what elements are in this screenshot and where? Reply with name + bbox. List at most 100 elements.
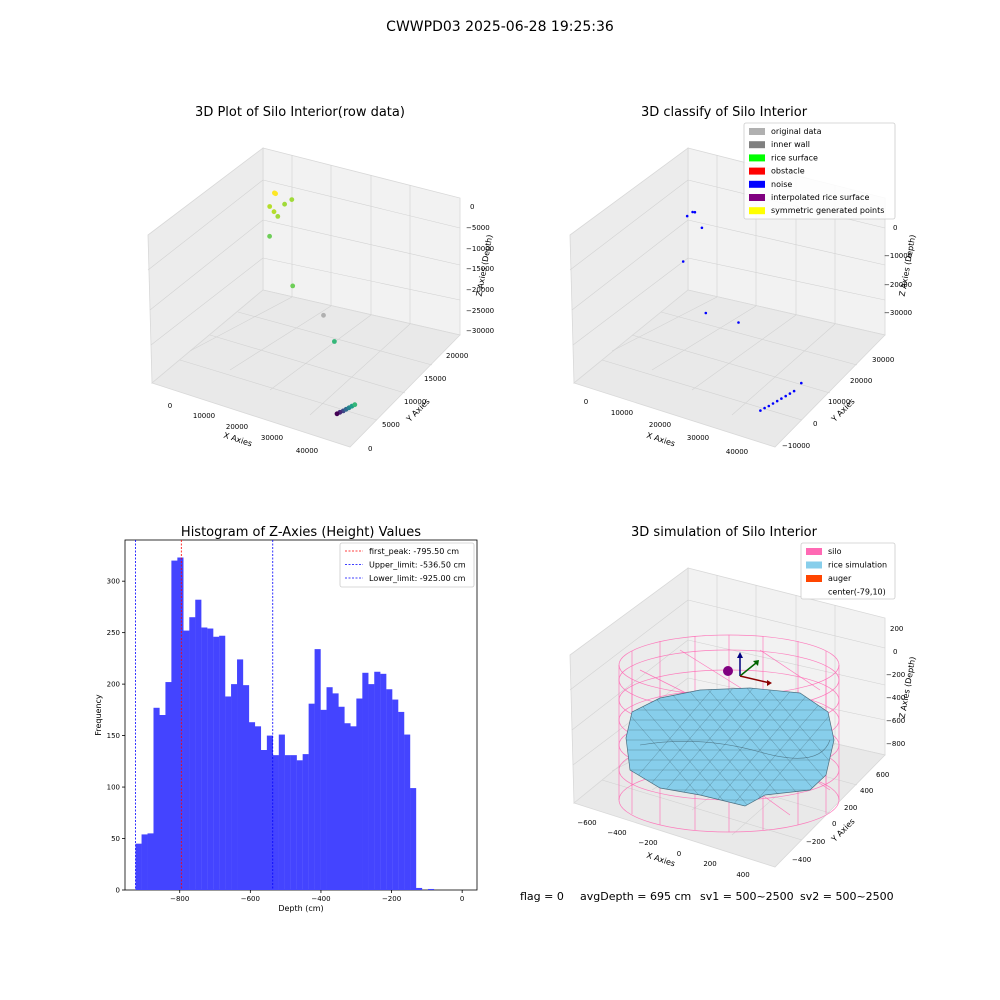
- z-tick: −20000: [884, 281, 912, 289]
- x-tick: −400: [311, 895, 330, 903]
- legend-item: first_peak: -795.50 cm: [345, 547, 459, 556]
- x-axis-label: X Axies: [222, 431, 253, 449]
- auger-marker: [723, 666, 733, 676]
- x-axis-label: X Axies: [645, 431, 676, 449]
- y-tick: 10000: [828, 398, 850, 406]
- histogram-bar: [314, 649, 321, 890]
- legend-label: rice simulation: [828, 561, 887, 570]
- data-point: [763, 406, 766, 410]
- scatter-points: [267, 190, 358, 417]
- y-tick: 20000: [446, 352, 468, 360]
- histogram-bar: [326, 687, 333, 890]
- legend-item: inner wall: [749, 140, 810, 149]
- legend-swatch: [749, 207, 765, 215]
- histogram-bar: [242, 685, 250, 890]
- x-tick: 0: [168, 402, 172, 410]
- y-tick: 0: [368, 445, 372, 453]
- histogram-bar: [427, 888, 435, 890]
- y-tick: 20000: [850, 377, 872, 385]
- data-point: [784, 394, 787, 398]
- histogram-bar: [141, 834, 148, 890]
- z-tick: 200: [890, 625, 903, 633]
- data-point: [691, 210, 694, 214]
- data-point: [289, 197, 295, 203]
- legend-item: noise: [749, 180, 792, 189]
- scatter-points: [681, 210, 803, 412]
- legend-item: Lower_limit: -925.00 cm: [345, 574, 466, 583]
- histogram-bar: [237, 659, 244, 890]
- data-point: [272, 190, 277, 196]
- y-tick: 5000: [382, 421, 400, 429]
- x-tick: 400: [736, 871, 749, 879]
- z-tick: −10000: [466, 245, 494, 253]
- legend-swatch: [806, 575, 822, 582]
- data-point: [352, 402, 358, 408]
- x-tick: 40000: [296, 447, 318, 455]
- data-point: [780, 397, 783, 400]
- legend-label: auger: [828, 574, 852, 583]
- z-tick: −200: [886, 671, 905, 679]
- histogram-bar: [195, 599, 202, 890]
- z-tick: −600: [886, 717, 905, 725]
- sv1-text: sv1 = 500~2500: [700, 890, 794, 903]
- histogram-bar: [189, 617, 196, 890]
- y-tick: 250: [107, 629, 120, 637]
- y-tick: 400: [860, 787, 873, 795]
- z-tick: 0: [893, 648, 897, 656]
- auger-axes: [723, 652, 772, 686]
- legend-swatch: [806, 548, 822, 555]
- y-tick: 300: [107, 578, 120, 586]
- legend-item: Upper_limit: -536.50 cm: [345, 561, 466, 570]
- x-tick: 30000: [687, 434, 709, 442]
- histogram-bar: [231, 684, 238, 890]
- y-tick: 600: [876, 771, 889, 779]
- y-tick: 150: [107, 732, 120, 740]
- z-tick: −5000: [466, 224, 490, 232]
- y-tick: 15000: [424, 375, 446, 383]
- legend-item: center(-79,10): [828, 588, 886, 597]
- histogram-bar: [296, 760, 303, 890]
- z-tick: −25000: [466, 307, 494, 315]
- y-tick: 0: [813, 420, 817, 428]
- data-point: [685, 214, 689, 218]
- z-tick: −20000: [466, 286, 494, 294]
- histogram-bar: [398, 711, 405, 890]
- histogram-bar: [368, 684, 375, 890]
- legend-label: first_peak: -795.50 cm: [369, 547, 459, 556]
- reference-lines: [135, 540, 274, 890]
- data-point: [332, 339, 337, 344]
- legend-label: Lower_limit: -925.00 cm: [369, 574, 466, 583]
- histogram-bar: [362, 672, 369, 890]
- rice-surface: [625, 687, 835, 807]
- histogram-bar: [386, 689, 393, 890]
- legend-item: rice surface: [749, 153, 818, 162]
- histogram-bar: [225, 696, 232, 890]
- floor-pane: [151, 289, 461, 448]
- legend-item: auger: [806, 574, 852, 583]
- y-axis-label: Frequency: [94, 694, 103, 736]
- x-tick: 40000: [726, 448, 748, 456]
- x-tick: −400: [607, 829, 626, 837]
- z-tick: −800: [886, 740, 905, 748]
- z-tick: −10000: [884, 252, 912, 260]
- histogram-bar: [201, 627, 208, 890]
- histogram-bar: [159, 715, 166, 890]
- x-tick: −600: [577, 819, 596, 827]
- legend-item: symmetric generated points: [749, 206, 884, 215]
- histogram-bar: [165, 682, 172, 890]
- x-tick: −200: [638, 839, 657, 847]
- x-tick: 200: [703, 860, 716, 868]
- data-point: [800, 381, 803, 385]
- legend-label: original data: [771, 127, 822, 136]
- histogram-bar: [213, 636, 220, 890]
- y-tick: 100: [107, 784, 120, 792]
- legend-item: interpolated rice surface: [749, 193, 869, 202]
- y-tick: 200: [844, 804, 857, 812]
- histogram-bar: [416, 887, 423, 890]
- x-tick: 20000: [226, 423, 248, 431]
- histogram-bar: [404, 734, 411, 890]
- legend: silo rice simulation auger center(-79,10): [800, 542, 896, 600]
- z-tick: 0: [893, 224, 897, 232]
- legend-swatch: [749, 194, 765, 201]
